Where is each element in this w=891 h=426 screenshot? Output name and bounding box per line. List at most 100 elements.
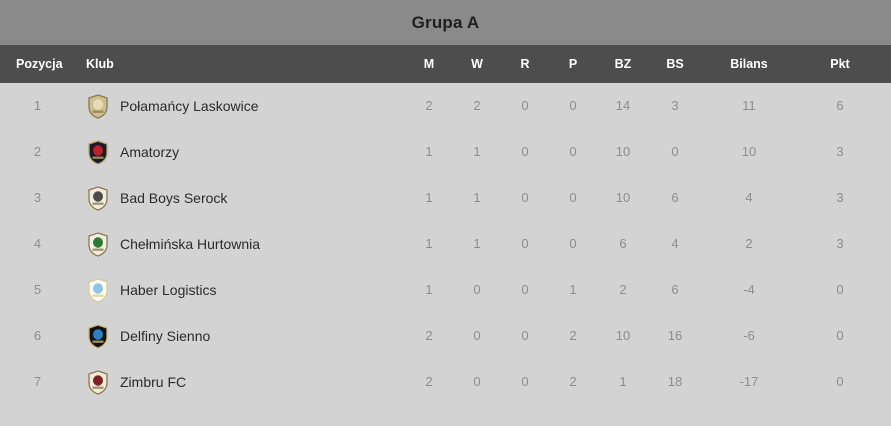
column-header-m[interactable]: M	[423, 57, 435, 71]
position-number: 2	[33, 144, 42, 159]
stat-value: 16	[667, 328, 683, 343]
column-header-p[interactable]: P	[568, 57, 578, 71]
stat-value: -6	[743, 328, 755, 343]
table-row[interactable]: 2 Amatorzy 1 1 0 0 10 0 10 3	[0, 129, 891, 175]
cell-draws: 0	[501, 327, 549, 345]
stat-value: 0	[521, 236, 529, 251]
stat-value: 0	[473, 374, 481, 389]
column-header-bilans[interactable]: Bilans	[730, 57, 768, 71]
cell-goal-difference: -4	[701, 281, 797, 299]
cell-club[interactable]: Bad Boys Serock	[75, 185, 405, 211]
position-number: 6	[33, 328, 42, 343]
cell-club[interactable]: Chełmińska Hurtownia	[75, 231, 405, 257]
position-number: 5	[33, 282, 42, 297]
club-name: Połamańcy Laskowice	[120, 98, 259, 114]
stat-value: -17	[739, 374, 759, 389]
cell-position: 7	[0, 373, 75, 391]
stat-value: 2	[619, 282, 627, 297]
cell-club[interactable]: Delfiny Sienno	[75, 323, 405, 349]
club-name: Chełmińska Hurtownia	[120, 236, 261, 252]
cell-club[interactable]: Zimbru FC	[75, 369, 405, 395]
table-row[interactable]: 3 Bad Boys Serock 1 1 0 0 10 6 4 3	[0, 175, 891, 221]
cell-goals-against: 0	[649, 143, 701, 161]
position-number: 7	[33, 374, 42, 389]
table-row[interactable]: 7 Zimbru FC 2 0 0 2 1 18 -17 0	[0, 359, 891, 405]
cell-goal-difference: 10	[701, 143, 797, 161]
cell-goal-difference: 4	[701, 189, 797, 207]
column-header-bs[interactable]: BS	[666, 57, 684, 71]
cell-goals-against: 6	[649, 189, 701, 207]
cell-position: 6	[0, 327, 75, 345]
club-badge-icon	[87, 139, 109, 165]
cell-points: 3	[797, 143, 883, 161]
stat-value: 0	[473, 282, 481, 297]
cell-matches: 2	[405, 97, 453, 115]
table-row[interactable]: 6 Delfiny Sienno 2 0 0 2 10 16 -6 0	[0, 313, 891, 359]
cell-wins: 0	[453, 373, 501, 391]
cell-wins: 0	[453, 281, 501, 299]
stat-value: 10	[615, 328, 631, 343]
stat-value: 2	[425, 98, 433, 113]
position-number: 4	[33, 236, 42, 251]
stat-value: 2	[425, 374, 433, 389]
cell-position: 1	[0, 97, 75, 115]
stat-value: 2	[745, 236, 753, 251]
stat-value: 3	[671, 98, 679, 113]
club-badge-icon	[87, 185, 109, 211]
cell-matches: 1	[405, 143, 453, 161]
cell-goals-for: 2	[597, 281, 649, 299]
stat-value: 6	[671, 190, 679, 205]
cell-points: 3	[797, 235, 883, 253]
cell-club[interactable]: Haber Logistics	[75, 277, 405, 303]
column-header-pkt[interactable]: Pkt	[830, 57, 850, 71]
stat-value: 0	[569, 98, 577, 113]
cell-goals-for: 1	[597, 373, 649, 391]
table-row[interactable]: 1 Połamańcy Laskowice 2 2 0 0 14 3 11 6	[0, 83, 891, 129]
cell-matches: 2	[405, 373, 453, 391]
stat-value: 0	[569, 144, 577, 159]
position-number: 3	[33, 190, 42, 205]
stat-value: 6	[671, 282, 679, 297]
cell-goals-for: 10	[597, 189, 649, 207]
column-header-pozycja[interactable]: Pozycja	[16, 57, 63, 71]
stat-value: 1	[569, 282, 577, 297]
stat-value: 0	[521, 144, 529, 159]
club-badge-icon	[87, 93, 109, 119]
cell-goals-against: 18	[649, 373, 701, 391]
column-header-r[interactable]: R	[520, 57, 530, 71]
cell-position: 3	[0, 189, 75, 207]
stat-value: 0	[521, 98, 529, 113]
cell-draws: 0	[501, 97, 549, 115]
group-title-bar: Grupa A	[0, 0, 891, 45]
stat-value: 0	[521, 190, 529, 205]
stat-value: 2	[425, 328, 433, 343]
stat-value: 4	[671, 236, 679, 251]
stat-value: 0	[671, 144, 679, 159]
cell-club[interactable]: Połamańcy Laskowice	[75, 93, 405, 119]
club-name: Delfiny Sienno	[120, 328, 211, 344]
cell-points: 3	[797, 189, 883, 207]
column-header-bz[interactable]: BZ	[614, 57, 632, 71]
cell-losses: 0	[549, 97, 597, 115]
table-row[interactable]: 5 Haber Logistics 1 0 0 1 2 6 -4 0	[0, 267, 891, 313]
cell-draws: 0	[501, 373, 549, 391]
column-header-w[interactable]: W	[471, 57, 483, 71]
cell-goals-against: 4	[649, 235, 701, 253]
club-name: Bad Boys Serock	[120, 190, 228, 206]
stat-value: 2	[569, 374, 577, 389]
stat-value: 2	[569, 328, 577, 343]
stat-value: 0	[473, 328, 481, 343]
stat-value: 0	[521, 374, 529, 389]
club-badge-icon	[87, 231, 109, 257]
cell-draws: 0	[501, 143, 549, 161]
table-row[interactable]: 4 Chełmińska Hurtownia 1 1 0 0 6 4 2 3	[0, 221, 891, 267]
column-header-klub[interactable]: Klub	[86, 57, 114, 71]
cell-draws: 0	[501, 235, 549, 253]
cell-goal-difference: 2	[701, 235, 797, 253]
stat-value: 2	[473, 98, 481, 113]
stat-value: 0	[836, 374, 844, 389]
cell-club[interactable]: Amatorzy	[75, 139, 405, 165]
page-title: Grupa A	[411, 12, 480, 32]
stat-value: 14	[615, 98, 631, 113]
